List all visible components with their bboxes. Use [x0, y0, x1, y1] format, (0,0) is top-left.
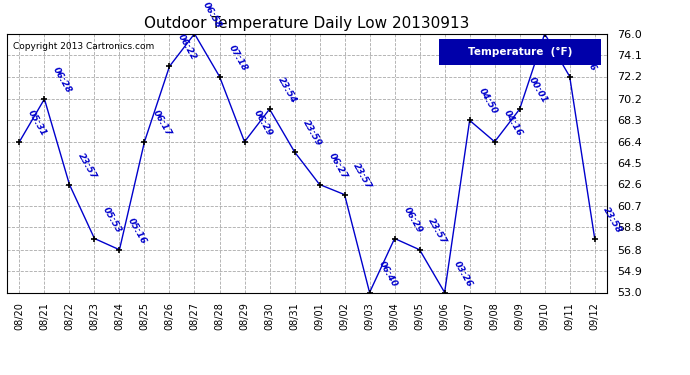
- Text: 05:31: 05:31: [26, 108, 48, 138]
- Text: 23:56: 23:56: [577, 43, 599, 72]
- Text: 05:53: 05:53: [101, 205, 124, 234]
- Text: 06:27: 06:27: [326, 151, 348, 180]
- Text: 06:28: 06:28: [51, 66, 73, 95]
- Text: 07:18: 07:18: [226, 43, 248, 72]
- Text: 06:17: 06:17: [151, 108, 173, 138]
- Text: Copyright 2013 Cartronics.com: Copyright 2013 Cartronics.com: [13, 42, 154, 51]
- Text: 23:58: 23:58: [602, 205, 624, 234]
- Text: 06:40: 06:40: [377, 259, 399, 288]
- Text: 23:59: 23:59: [302, 118, 324, 148]
- Text: 06:29: 06:29: [402, 205, 424, 234]
- Text: 04:50: 04:50: [477, 87, 499, 116]
- Title: Outdoor Temperature Daily Low 20130913: Outdoor Temperature Daily Low 20130913: [144, 16, 470, 31]
- Text: 06:22: 06:22: [177, 33, 199, 62]
- Text: 23:54: 23:54: [277, 76, 299, 105]
- Text: 04:16: 04:16: [502, 108, 524, 138]
- Text: 06:29: 06:29: [251, 108, 273, 138]
- Text: 23:57: 23:57: [77, 151, 99, 180]
- Text: 23:57: 23:57: [351, 161, 373, 190]
- Text: 06:58: 06:58: [201, 0, 224, 30]
- Text: 23:57: 23:57: [426, 216, 449, 246]
- Text: 05:16: 05:16: [126, 216, 148, 246]
- Text: 03:26: 03:26: [451, 259, 473, 288]
- Text: 00:01: 00:01: [526, 76, 549, 105]
